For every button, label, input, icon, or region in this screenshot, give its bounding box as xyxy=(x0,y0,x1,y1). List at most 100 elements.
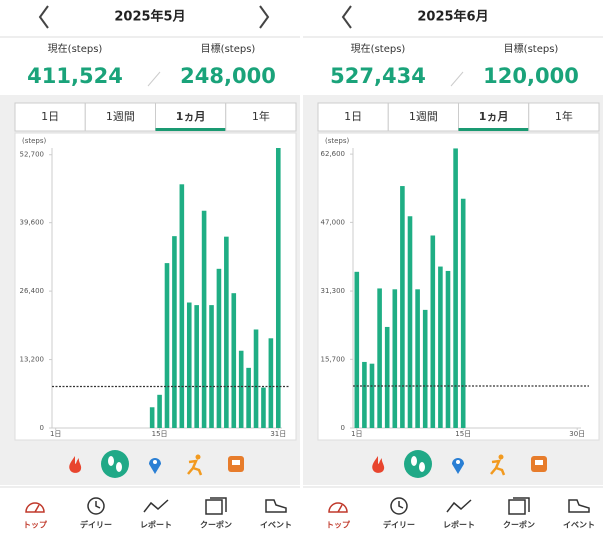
y-tick-label: 52,700 xyxy=(20,151,45,159)
chart-box xyxy=(317,132,600,441)
bar xyxy=(438,266,443,428)
steps-icon-foot xyxy=(108,456,114,466)
period-tab-label: 1週間 xyxy=(106,110,135,123)
prev-month-button[interactable] xyxy=(38,5,49,29)
y-axis-label: (steps) xyxy=(22,137,47,145)
nav-icon[interactable] xyxy=(390,497,408,515)
bar xyxy=(224,236,229,428)
bar xyxy=(415,289,420,428)
period-tab[interactable] xyxy=(317,102,389,132)
nav-bg xyxy=(303,487,603,533)
bar xyxy=(407,216,413,428)
x-tick-label: 30日 xyxy=(569,430,585,438)
nav-icon[interactable] xyxy=(87,497,105,515)
steps-icon-foot xyxy=(411,456,417,466)
nav-label: レポート xyxy=(140,520,172,530)
y-tick-label: 13,200 xyxy=(20,356,45,364)
current-label: 現在(steps) xyxy=(351,43,406,55)
period-tab-label: 1日 xyxy=(41,110,59,123)
goal-label: 目標(steps) xyxy=(201,42,256,55)
current-value: 411,524 xyxy=(27,64,123,88)
location-icon[interactable] xyxy=(452,458,464,474)
calories-icon[interactable] xyxy=(69,456,82,473)
nav-icon[interactable] xyxy=(328,502,348,513)
bar xyxy=(369,363,375,428)
bar xyxy=(430,235,436,428)
steps-icon-bg[interactable] xyxy=(101,450,129,478)
location-icon[interactable] xyxy=(149,458,161,474)
period-tab[interactable] xyxy=(387,102,459,132)
divider xyxy=(300,0,303,533)
steps-icon-foot xyxy=(116,462,122,472)
nav-icon[interactable] xyxy=(446,499,472,513)
header-bg xyxy=(0,0,300,37)
header-bg xyxy=(303,0,603,37)
selected-tab-underline xyxy=(155,128,226,131)
bar xyxy=(354,271,360,428)
y-tick-label: 15,700 xyxy=(321,355,346,363)
weight-icon-window xyxy=(535,460,543,465)
bar xyxy=(445,270,451,428)
y-tick-label: 26,400 xyxy=(20,287,45,295)
prev-month-button[interactable] xyxy=(341,5,352,29)
x-tick-label: 15日 xyxy=(455,430,471,438)
nav-label: クーポン xyxy=(503,520,535,530)
nav-icon[interactable] xyxy=(508,497,530,515)
period-tab-label: 1ヵ月 xyxy=(176,110,206,123)
steps-icon-bg[interactable] xyxy=(404,450,432,478)
calories-icon[interactable] xyxy=(372,456,385,473)
exercise-icon-legs xyxy=(495,466,506,476)
y-tick-label: 31,300 xyxy=(321,287,346,295)
y-axis-label: (steps) xyxy=(325,137,350,145)
current-value: 527,434 xyxy=(330,64,426,88)
nav-icon-hands xyxy=(398,501,404,509)
nav-icon[interactable] xyxy=(143,499,169,513)
goal-label: 目標(steps) xyxy=(504,42,559,55)
nav-icon[interactable] xyxy=(205,497,227,515)
y-tick-label: 47,000 xyxy=(321,218,346,226)
nav-label: レポート xyxy=(443,520,475,530)
month-title: 2025年5月 xyxy=(114,9,185,25)
bar xyxy=(261,387,266,428)
exercise-icon-head[interactable] xyxy=(498,454,504,460)
stats-slash xyxy=(147,71,161,87)
nav-bg xyxy=(0,487,300,533)
bar xyxy=(275,148,281,428)
period-tab-label: 1週間 xyxy=(409,110,438,123)
bar xyxy=(400,186,405,428)
location-icon-dot xyxy=(456,460,460,464)
location-icon-dot xyxy=(153,460,157,464)
period-tab[interactable] xyxy=(14,102,86,132)
bar xyxy=(384,326,390,428)
y-tick-label: 0 xyxy=(40,424,44,432)
bar xyxy=(246,367,251,428)
nav-icon-hands xyxy=(95,501,101,509)
nav-label: クーポン xyxy=(200,520,232,530)
bar xyxy=(238,350,244,428)
period-tab[interactable] xyxy=(528,102,600,132)
period-tab-label: 1年 xyxy=(555,109,573,123)
bar xyxy=(186,302,192,428)
next-month-button[interactable] xyxy=(259,5,270,29)
y-tick-label: 62,600 xyxy=(321,150,346,158)
month-title: 2025年6月 xyxy=(417,9,488,25)
x-tick-label: 1日 xyxy=(50,430,61,438)
bar xyxy=(216,268,222,428)
nav-icon[interactable] xyxy=(265,499,287,513)
bar xyxy=(201,210,207,428)
selected-tab-underline xyxy=(458,128,529,131)
nav-icon[interactable] xyxy=(25,502,45,513)
x-tick-label: 15日 xyxy=(152,430,168,438)
period-tab[interactable] xyxy=(155,102,227,132)
period-tab-label: 1ヵ月 xyxy=(479,110,509,123)
period-tab[interactable] xyxy=(225,102,297,132)
nav-label: デイリー xyxy=(80,520,112,530)
exercise-icon-head[interactable] xyxy=(195,454,201,460)
nav-label: トップ xyxy=(326,520,351,530)
nav-icon[interactable] xyxy=(568,499,590,513)
x-tick-label: 31日 xyxy=(270,430,286,438)
bar xyxy=(149,407,155,428)
